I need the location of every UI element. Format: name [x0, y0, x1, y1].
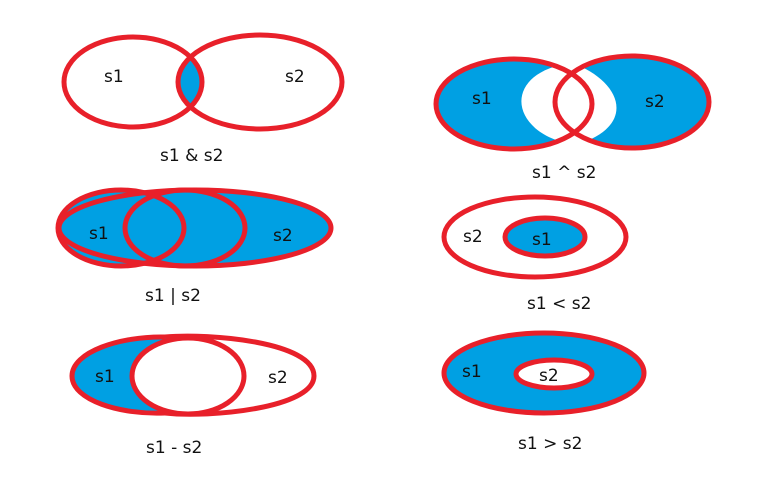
set-s2-overlap-mask [132, 338, 244, 414]
set-s1-label: s1 [104, 67, 124, 87]
set-s1-ellipse [64, 37, 202, 127]
superset-diagram: s1 s2 s1 > s2 [441, 330, 647, 454]
subset-diagram: s2 s1 s1 < s2 [441, 194, 629, 314]
overlap-region [521, 63, 617, 145]
set-s1-label: s1 [472, 89, 492, 109]
sym-difference-caption: s1 ^ s2 [532, 163, 596, 183]
set-s2-label: s2 [268, 368, 288, 388]
set-s2-label: s2 [285, 67, 305, 87]
set-s1-inner-ellipse [502, 215, 588, 259]
union-caption: s1 | s2 [145, 286, 201, 306]
sym-difference-diagram: s1 s2 s1 ^ s2 [433, 53, 712, 183]
inner-overlap-outline [122, 187, 248, 269]
set-s2-ellipse [59, 190, 331, 266]
difference-diagram: s1 s2 s1 - s2 [69, 333, 317, 458]
set-s2-label: s2 [539, 366, 559, 386]
subset-caption: s1 < s2 [527, 294, 591, 314]
set-s2-label: s2 [273, 226, 293, 246]
set-s2-outline [175, 32, 345, 132]
set-s2-outline [552, 53, 712, 151]
set-s2-ellipse [178, 35, 342, 129]
set-s2-label: s2 [463, 227, 483, 247]
set-s1-label: s1 [89, 224, 109, 244]
set-s1-outline [61, 34, 205, 130]
union-diagram: s1 s2 s1 | s2 [55, 187, 334, 306]
set-s2-outline [164, 333, 317, 417]
superset-caption: s1 > s2 [518, 434, 582, 454]
set-s1-outline [433, 56, 595, 152]
set-s2-label: s2 [645, 92, 665, 112]
set-s1-label: s1 [462, 362, 482, 382]
set-s1-outline [69, 334, 166, 416]
intersection-caption: s1 & s2 [160, 146, 223, 166]
set-s1-label: s1 [95, 367, 115, 387]
difference-caption: s1 - s2 [146, 438, 202, 458]
set-s1-label: s1 [532, 230, 552, 250]
set-s2-inner-ellipse [513, 357, 595, 391]
intersection-diagram: s1 s2 s1 & s2 [61, 32, 345, 166]
